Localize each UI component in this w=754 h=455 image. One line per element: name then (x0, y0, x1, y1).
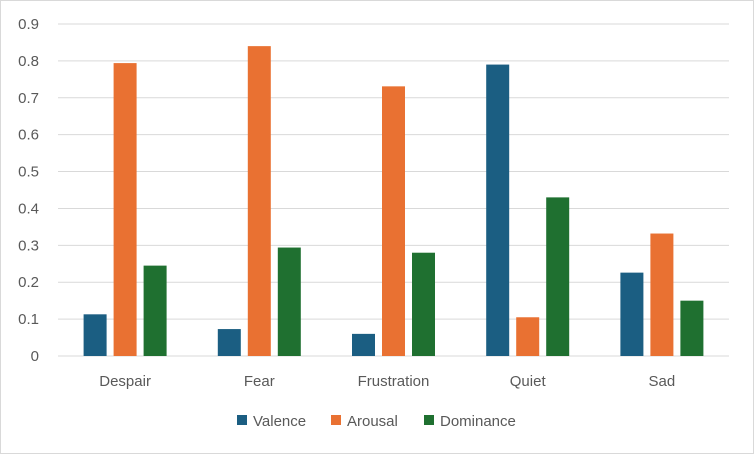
x-tick-label: Frustration (358, 373, 430, 390)
y-tick-label: 0.2 (18, 274, 39, 291)
bar-valence-sad (620, 272, 644, 356)
y-tick-label: 0 (31, 348, 39, 365)
bar-valence-fear (217, 329, 241, 356)
x-tick-label: Fear (244, 373, 275, 390)
bar-arousal-frustration (382, 86, 405, 356)
bar-dominance-frustration (412, 252, 435, 356)
y-tick-label: 0.8 (18, 53, 39, 70)
legend-swatch-arousal (331, 415, 341, 425)
legend-label-arousal: Arousal (347, 413, 398, 430)
bar-valence-frustration (352, 333, 375, 356)
y-tick-label: 0.7 (18, 90, 39, 107)
x-tick-label: Quiet (510, 373, 547, 390)
x-tick-label: Sad (649, 373, 676, 390)
legend-swatch-dominance (424, 415, 434, 425)
y-tick-label: 0.6 (18, 127, 39, 144)
bar-dominance-sad (680, 300, 704, 356)
bar-dominance-fear (277, 247, 301, 356)
y-tick-label: 0.5 (18, 164, 39, 181)
legend-label-valence: Valence (253, 413, 306, 430)
y-tick-label: 0.9 (18, 16, 39, 33)
y-tick-label: 0.1 (18, 311, 39, 328)
legend-label-dominance: Dominance (440, 413, 516, 430)
y-tick-label: 0.3 (18, 237, 39, 254)
bar-arousal-quiet (516, 317, 540, 356)
bar-arousal-fear (247, 46, 271, 357)
bar-valence-quiet (486, 64, 510, 357)
bar-dominance-quiet (546, 197, 570, 356)
x-tick-label: Despair (99, 373, 151, 390)
bar-valence-despair (83, 314, 107, 356)
bar-arousal-despair (113, 63, 137, 356)
bar-arousal-sad (650, 233, 674, 356)
legend-swatch-valence (237, 415, 247, 425)
y-tick-label: 0.4 (18, 200, 39, 217)
bar-dominance-despair (143, 265, 167, 356)
